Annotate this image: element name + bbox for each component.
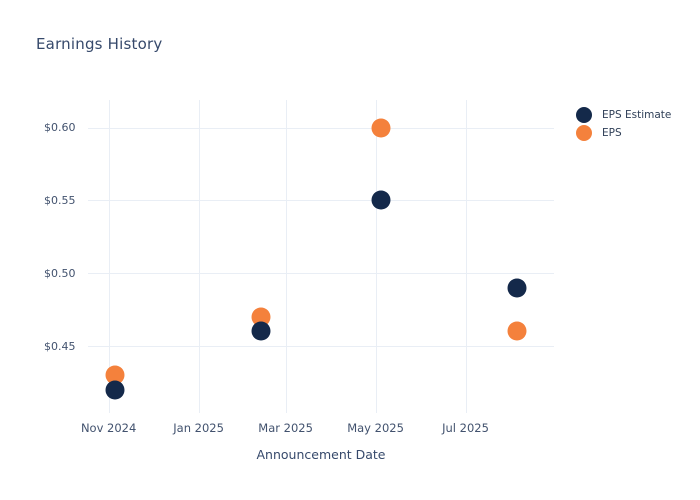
gridline-vertical [375,100,377,413]
data-point-eps[interactable] [507,321,527,341]
legend-item-eps[interactable]: EPS [576,124,671,142]
x-tick-label: Jan 2025 [173,421,224,435]
data-point-eps[interactable] [251,307,271,327]
legend-label-eps: EPS [602,127,622,139]
legend-label-eps-estimate: EPS Estimate [602,109,672,121]
data-point-eps-estimate[interactable] [507,278,527,298]
gridline-horizontal [88,273,554,275]
eps-estimate-marker-icon [576,107,592,123]
data-point-eps-estimate[interactable] [371,190,391,210]
gridline-horizontal [88,127,554,129]
y-tick-label: $0.50 [44,266,76,280]
gridline-vertical [108,100,110,413]
x-tick-label: Mar 2025 [258,421,313,435]
legend: EPS Estimate EPS [576,106,671,142]
gridline-horizontal [88,346,554,348]
data-point-eps[interactable] [105,365,125,385]
chart-title: Earnings History [36,35,163,53]
y-tick-label: $0.45 [44,339,76,353]
x-tick-label: Nov 2024 [80,421,137,435]
y-tick-label: $0.60 [44,121,76,135]
legend-item-eps-estimate[interactable]: EPS Estimate [576,106,671,124]
x-tick-label: May 2025 [347,421,404,435]
gridline-vertical [465,100,467,413]
plot-area [88,100,554,413]
gridline-vertical [198,100,200,413]
eps-marker-icon [576,125,592,141]
gridline-horizontal [88,200,554,202]
y-tick-label: $0.55 [44,193,76,207]
data-point-eps-estimate[interactable] [105,380,125,400]
x-tick-label: Jul 2025 [442,421,489,435]
gridline-vertical [285,100,287,413]
data-point-eps[interactable] [371,118,391,138]
data-point-eps-estimate[interactable] [251,321,271,341]
x-axis-title: Announcement Date [256,447,386,462]
